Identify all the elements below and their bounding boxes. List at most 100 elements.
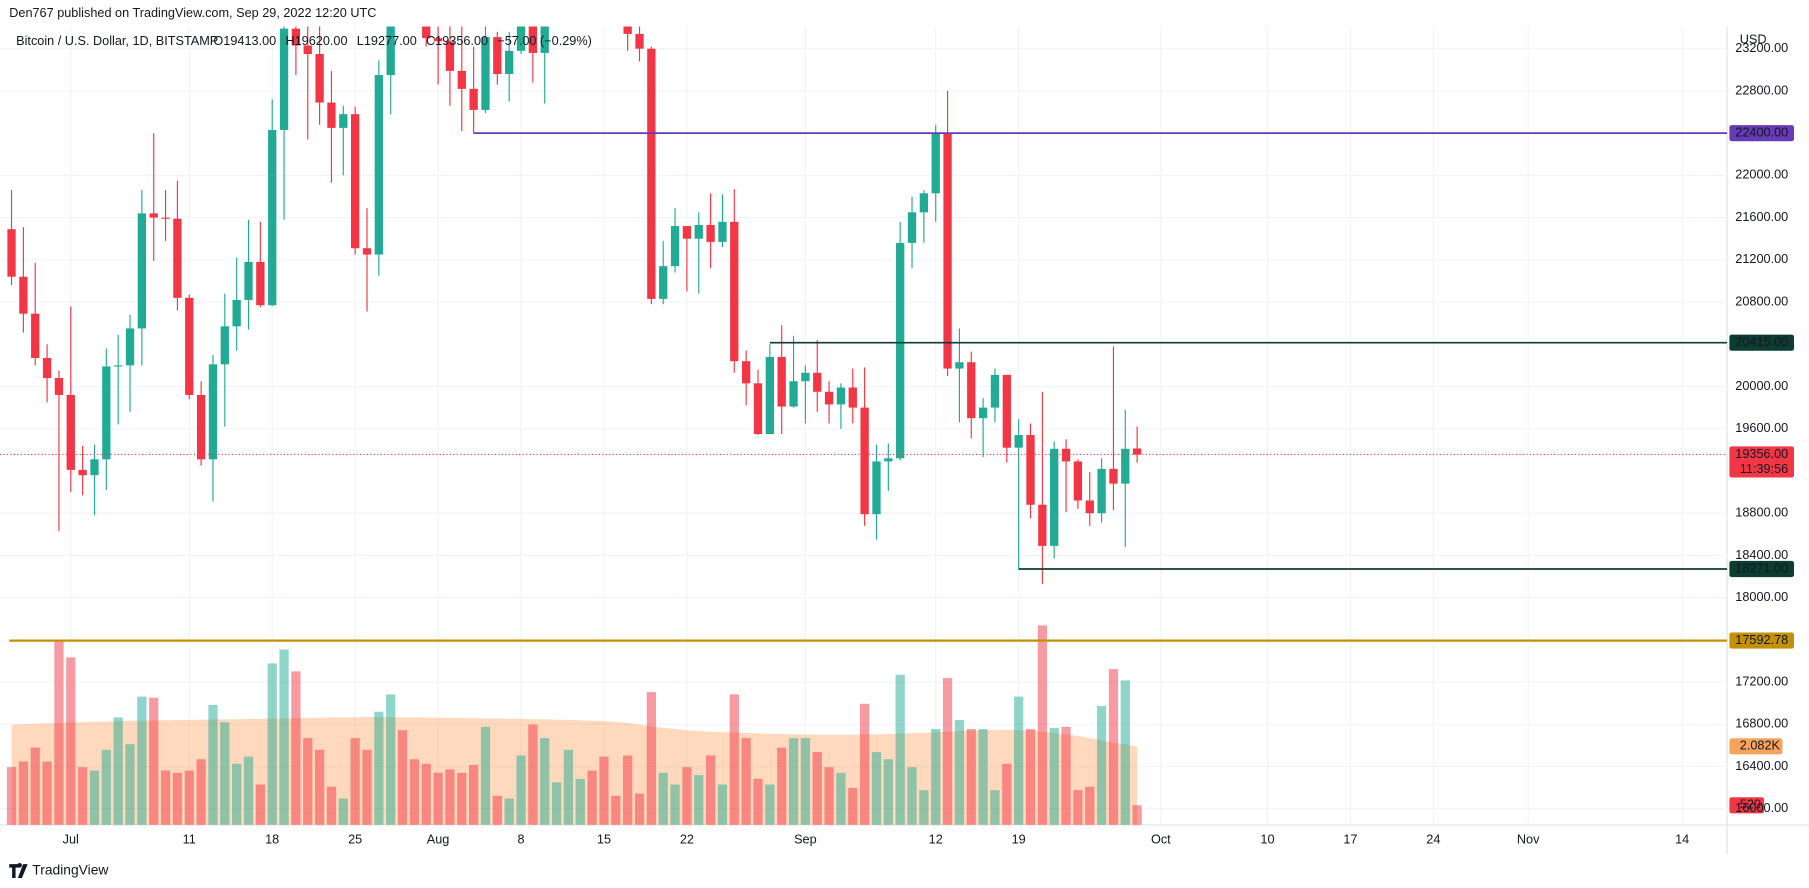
volume-bar — [729, 694, 739, 825]
volume-bar — [279, 649, 289, 825]
volume-bar — [575, 778, 585, 825]
volume-bar — [469, 764, 479, 825]
candle-body — [493, 37, 502, 75]
volume-bar — [113, 717, 123, 825]
volume-bar — [1037, 625, 1047, 825]
candle-body — [220, 326, 229, 365]
candle-body — [919, 193, 929, 213]
candle-body — [114, 365, 123, 367]
candle-body — [149, 213, 158, 218]
candle-body — [907, 212, 917, 243]
publish-header: Den767 published on TradingView.com, Sep… — [9, 6, 376, 20]
volume-bar — [314, 749, 325, 825]
candle-body — [350, 114, 360, 249]
volume-bar — [243, 756, 254, 825]
candle-body — [102, 366, 111, 460]
x-tick-label: 19 — [1012, 832, 1026, 846]
candle-body — [66, 394, 75, 470]
x-tick-label: 18 — [265, 832, 279, 846]
candle-body — [208, 364, 218, 460]
candle-body — [741, 361, 751, 384]
candle-body — [753, 383, 763, 435]
volume-bar — [397, 730, 408, 825]
volume-bar — [540, 738, 550, 825]
candle-body — [1050, 448, 1059, 546]
volume-bar — [421, 763, 431, 825]
candle-body — [433, 38, 443, 42]
volume-bar — [990, 790, 1000, 825]
brand: TradingView — [32, 862, 109, 878]
candle-body — [1073, 461, 1083, 501]
candle-body — [955, 362, 964, 369]
x-tick-label: 15 — [597, 832, 611, 846]
x-tick-label: 17 — [1343, 832, 1357, 846]
candle-body — [872, 461, 881, 515]
volume-bar — [1096, 706, 1107, 825]
volume-bar — [907, 767, 917, 825]
y-tick-label: 18000.00 — [1735, 590, 1788, 604]
volume-bar — [457, 772, 467, 825]
candle-body — [137, 213, 147, 329]
volume-bar — [634, 793, 645, 825]
x-tick-label: 24 — [1426, 832, 1440, 846]
volume-bar — [1002, 763, 1012, 825]
level-label-bg — [1729, 632, 1794, 649]
volume-bar — [587, 770, 597, 825]
candle-body — [185, 297, 194, 395]
candle-body — [635, 33, 644, 49]
candle-body — [339, 114, 348, 128]
volume-bar — [563, 749, 574, 825]
level-label-bg — [1729, 334, 1794, 351]
volume-bar — [812, 752, 822, 825]
candle-body — [374, 75, 383, 255]
level-label: 17592.78 — [1735, 633, 1788, 647]
candle-body — [19, 276, 28, 314]
candle-body — [173, 218, 182, 298]
volume-bar — [125, 744, 135, 825]
volume-bar — [682, 767, 692, 825]
x-tick-label: Sep — [794, 832, 817, 846]
candle-body — [848, 387, 857, 408]
volume-bar — [504, 798, 514, 825]
y-tick-label: 22800.00 — [1735, 83, 1788, 97]
candle-body — [1038, 504, 1047, 546]
volume-bar — [871, 752, 882, 825]
candle-body — [422, 26, 431, 39]
candle-body — [161, 217, 170, 219]
x-tick-label: 12 — [929, 832, 943, 846]
candle-body — [990, 374, 1000, 408]
candle-body — [445, 41, 455, 71]
volume-bar — [1014, 696, 1024, 825]
candle-body — [659, 266, 668, 299]
candle-body — [516, 26, 526, 51]
countdown: 11:39:56 — [1740, 462, 1788, 476]
volume-bar — [149, 697, 159, 825]
level-label-bg — [1729, 560, 1794, 578]
volume-bar — [445, 769, 455, 825]
volume-bar — [338, 798, 348, 825]
volume-bar — [374, 711, 384, 825]
volume-bar — [658, 772, 668, 825]
candle-body — [457, 70, 466, 89]
candle-body — [978, 407, 988, 419]
axes: 16000.00 16400.00 16800.00 17200.00 18000.00… — [63, 41, 1789, 846]
candle-body — [706, 224, 715, 242]
y-tick-label: 18800.00 — [1735, 506, 1788, 520]
footer-logo: TradingView — [9, 862, 109, 878]
volume-bar — [208, 704, 218, 825]
y-tick-label: 19600.00 — [1735, 421, 1788, 435]
volume-bar — [942, 678, 953, 825]
candle-body — [386, 26, 395, 76]
volume-bar — [160, 770, 171, 825]
candle-body — [125, 328, 135, 366]
volume-bar — [1025, 729, 1036, 825]
volume-bar — [137, 696, 147, 825]
candle-body — [42, 357, 52, 379]
volume-bar — [931, 729, 941, 825]
candle-body — [1085, 500, 1094, 514]
volume-bar — [954, 720, 965, 825]
volume-label: 520 — [1740, 798, 1761, 812]
x-tick-label: 10 — [1260, 832, 1274, 846]
volume-bar — [291, 671, 301, 825]
